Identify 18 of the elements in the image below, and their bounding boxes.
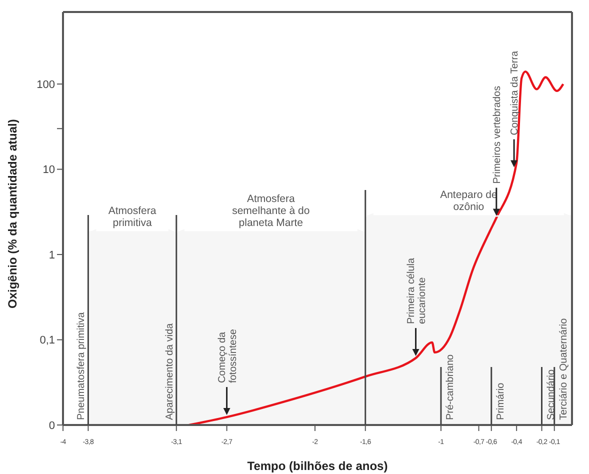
band-label: Atmosfera primitiva bbox=[108, 205, 156, 229]
y-tick-label: 0 bbox=[48, 420, 55, 432]
ref-line-label: Secundário bbox=[546, 368, 557, 420]
ref-line-label: Terciário e Quaternário bbox=[558, 318, 570, 420]
annotation: Começo da fotossíntese bbox=[216, 328, 239, 384]
y-tick-label: 1 bbox=[48, 249, 55, 262]
ref-line-label: Primário bbox=[495, 382, 506, 420]
y-tick-label: 0,1 bbox=[40, 334, 55, 347]
x-axis-title: Tempo (bilhões de anos) bbox=[247, 459, 388, 473]
ref-line-label: Pré-cambriano bbox=[444, 354, 456, 420]
y-tick-label: 10 bbox=[42, 164, 55, 176]
annotation: Conquista da Terra bbox=[510, 50, 521, 136]
band-label: Atmosfera semelhante à do planeta Marte bbox=[232, 193, 310, 229]
annotation: Primeiros vertebrados bbox=[492, 86, 503, 184]
annotation: Primeira célula eucarionte bbox=[406, 257, 428, 324]
y-tick-label: 100 bbox=[36, 78, 55, 91]
ref-line-label: Pneumatosfera primitiva bbox=[76, 312, 88, 420]
ref-line-label: Aparecimento da vida bbox=[164, 322, 176, 420]
